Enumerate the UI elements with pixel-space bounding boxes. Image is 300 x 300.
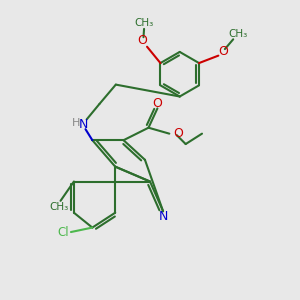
Text: CH₃: CH₃ [50,202,69,212]
Text: O: O [218,45,228,58]
Text: CH₃: CH₃ [228,29,247,39]
Text: CH₃: CH₃ [134,18,154,28]
Text: O: O [152,97,162,110]
Text: O: O [173,127,183,140]
Text: Cl: Cl [58,226,69,238]
Text: N: N [158,210,168,223]
Text: O: O [138,34,148,47]
Text: N: N [78,118,88,130]
Text: H: H [71,118,80,128]
